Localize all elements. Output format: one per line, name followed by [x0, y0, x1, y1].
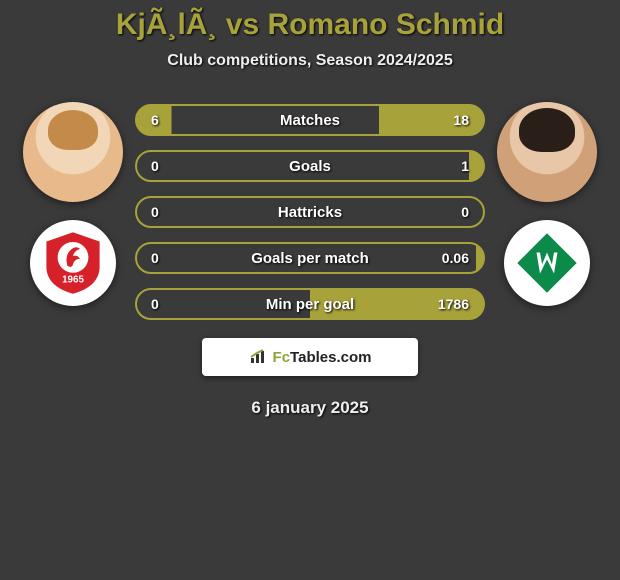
left-side: 1965 [23, 100, 123, 306]
stat-label: Hattricks [137, 204, 483, 221]
stat-row: 0Min per goal1786 [135, 288, 485, 320]
stat-row: 6Matches18 [135, 104, 485, 136]
chart-icon [249, 349, 269, 365]
comparison-card: KjÃ¸lÃ¸ vs Romano Schmid Club competitio… [0, 0, 620, 418]
subtitle: Club competitions, Season 2024/2025 [0, 52, 620, 70]
date-text: 6 january 2025 [0, 398, 620, 418]
stat-bars: 6Matches18 0Goals1 0Hattricks0 0Goals per m… [135, 100, 485, 320]
credit-badge: FcTables.com [202, 338, 418, 376]
player-left-avatar [23, 102, 123, 202]
right-side [497, 100, 597, 306]
stat-label: Goals [137, 158, 483, 175]
page-title: KjÃ¸lÃ¸ vs Romano Schmid [0, 8, 620, 42]
stat-label: Goals per match [137, 250, 483, 267]
club-right-logo [504, 220, 590, 306]
stat-row: 0Goals per match0.06 [135, 242, 485, 274]
main-row: 1965 6Matches18 0Goals1 0Hattricks0 0Goals … [0, 100, 620, 320]
stat-row: 0Goals1 [135, 150, 485, 182]
stat-label: Min per goal [137, 296, 483, 313]
werder-diamond-icon [512, 228, 582, 298]
stat-label: Matches [137, 112, 483, 129]
club-left-logo: 1965 [30, 220, 116, 306]
stat-row: 0Hattricks0 [135, 196, 485, 228]
credit-text: FcTables.com [273, 349, 372, 366]
club-year: 1965 [62, 275, 84, 286]
player-right-avatar [497, 102, 597, 202]
twente-shield-icon: 1965 [38, 228, 108, 298]
